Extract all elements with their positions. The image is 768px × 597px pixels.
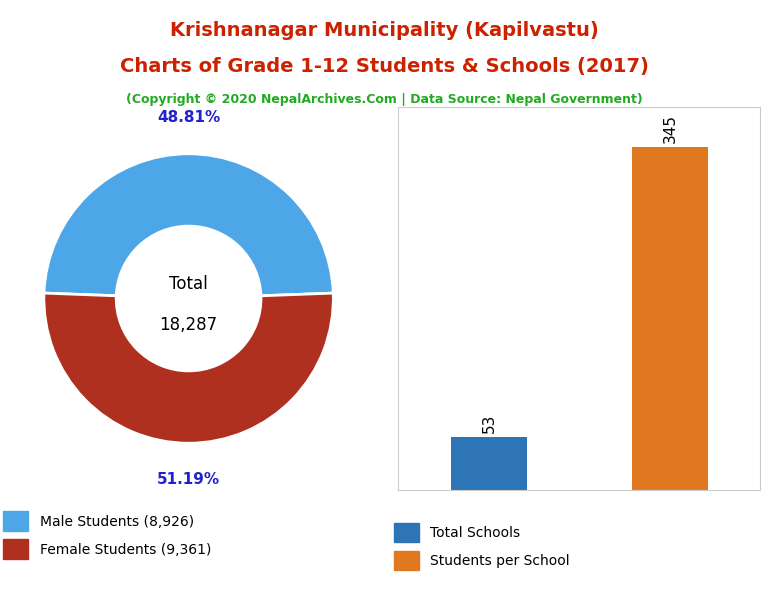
Text: 51.19%: 51.19% [157, 472, 220, 487]
Text: Charts of Grade 1-12 Students & Schools (2017): Charts of Grade 1-12 Students & Schools … [120, 57, 648, 76]
Text: 18,287: 18,287 [160, 316, 217, 334]
Text: 345: 345 [662, 114, 677, 143]
Legend: Male Students (8,926), Female Students (9,361): Male Students (8,926), Female Students (… [0, 504, 218, 566]
Bar [632, 147, 708, 490]
Text: Total: Total [169, 275, 208, 293]
Text: Krishnanagar Municipality (Kapilvastu): Krishnanagar Municipality (Kapilvastu) [170, 21, 598, 40]
Text: 53: 53 [482, 414, 496, 433]
Bar [451, 437, 527, 490]
Wedge shape [44, 293, 333, 443]
Text: 48.81%: 48.81% [157, 110, 220, 125]
Wedge shape [44, 154, 333, 296]
Text: (Copyright © 2020 NepalArchives.Com | Data Source: Nepal Government): (Copyright © 2020 NepalArchives.Com | Da… [126, 93, 642, 106]
Legend: Total Schools, Students per School: Total Schools, Students per School [387, 516, 577, 577]
